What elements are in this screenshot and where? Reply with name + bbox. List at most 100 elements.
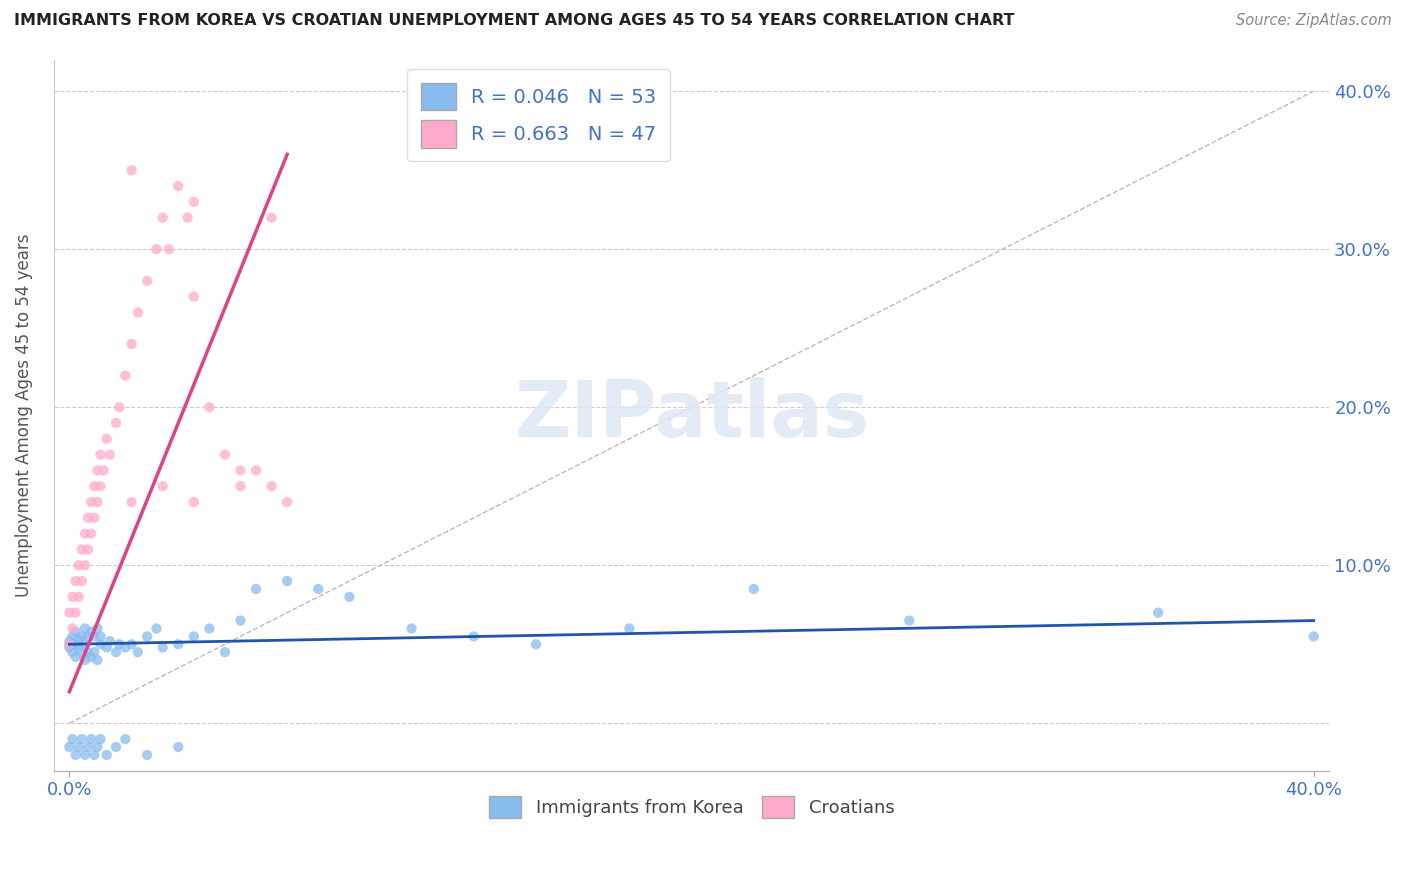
Point xyxy=(62,622,84,636)
Point xyxy=(65,747,87,762)
Point xyxy=(58,634,80,648)
Point xyxy=(183,290,205,304)
Point xyxy=(121,637,143,651)
Point xyxy=(65,624,87,639)
Point xyxy=(167,637,190,651)
Point xyxy=(114,640,136,655)
Point xyxy=(96,747,118,762)
Point xyxy=(1302,629,1324,643)
Point xyxy=(67,590,90,604)
Point xyxy=(136,747,159,762)
Text: Source: ZipAtlas.com: Source: ZipAtlas.com xyxy=(1236,13,1392,29)
Point xyxy=(58,606,80,620)
Point xyxy=(70,732,93,747)
Legend: Immigrants from Korea, Croatians: Immigrants from Korea, Croatians xyxy=(482,789,901,826)
Point xyxy=(65,574,87,588)
Point xyxy=(86,739,108,754)
Point xyxy=(619,622,641,636)
Point xyxy=(898,614,921,628)
Point xyxy=(121,337,143,351)
Point xyxy=(83,645,105,659)
Point xyxy=(67,739,90,754)
Point xyxy=(307,582,329,596)
Point xyxy=(127,645,149,659)
Point xyxy=(167,739,190,754)
Point xyxy=(108,637,131,651)
Point xyxy=(260,211,283,225)
Point xyxy=(65,637,87,651)
Point xyxy=(62,732,84,747)
Point xyxy=(742,582,765,596)
Point xyxy=(105,645,128,659)
Point xyxy=(152,211,174,225)
Point xyxy=(108,401,131,415)
Point xyxy=(145,622,167,636)
Point xyxy=(157,242,180,256)
Point xyxy=(62,629,84,643)
Point xyxy=(229,614,252,628)
Point xyxy=(276,495,298,509)
Point xyxy=(62,645,84,659)
Point xyxy=(276,574,298,588)
Point xyxy=(229,479,252,493)
Point xyxy=(77,739,100,754)
Point xyxy=(337,590,360,604)
Point xyxy=(80,495,103,509)
Point xyxy=(77,629,100,643)
Point xyxy=(183,629,205,643)
Point xyxy=(86,463,108,477)
Point xyxy=(86,495,108,509)
Point xyxy=(80,732,103,747)
Point xyxy=(58,640,80,655)
Point xyxy=(65,649,87,664)
Point xyxy=(89,448,111,462)
Point xyxy=(98,634,121,648)
Point xyxy=(89,629,111,643)
Point xyxy=(214,645,236,659)
Point xyxy=(401,622,423,636)
Point xyxy=(105,739,128,754)
Point xyxy=(245,463,267,477)
Point xyxy=(70,645,93,659)
Point xyxy=(136,629,159,643)
Point xyxy=(105,416,128,430)
Point xyxy=(80,526,103,541)
Point xyxy=(83,629,105,643)
Point xyxy=(77,511,100,525)
Point xyxy=(198,401,221,415)
Point xyxy=(86,653,108,667)
Point xyxy=(114,368,136,383)
Point xyxy=(136,274,159,288)
Point xyxy=(93,463,115,477)
Point xyxy=(83,479,105,493)
Point xyxy=(183,194,205,209)
Point xyxy=(463,629,485,643)
Point xyxy=(73,622,96,636)
Point xyxy=(62,590,84,604)
Point xyxy=(62,637,84,651)
Point xyxy=(80,649,103,664)
Text: ZIPatlas: ZIPatlas xyxy=(515,377,869,453)
Point xyxy=(70,629,93,643)
Point xyxy=(127,305,149,319)
Point xyxy=(73,653,96,667)
Point xyxy=(260,479,283,493)
Point xyxy=(77,542,100,557)
Point xyxy=(98,448,121,462)
Point xyxy=(73,637,96,651)
Point xyxy=(73,526,96,541)
Point xyxy=(198,622,221,636)
Point xyxy=(114,732,136,747)
Point xyxy=(89,479,111,493)
Point xyxy=(121,163,143,178)
Point xyxy=(77,645,100,659)
Point xyxy=(167,179,190,194)
Point xyxy=(229,463,252,477)
Point xyxy=(1147,606,1170,620)
Point xyxy=(96,640,118,655)
Point xyxy=(152,640,174,655)
Point xyxy=(152,479,174,493)
Point xyxy=(145,242,167,256)
Point xyxy=(121,495,143,509)
Point xyxy=(86,622,108,636)
